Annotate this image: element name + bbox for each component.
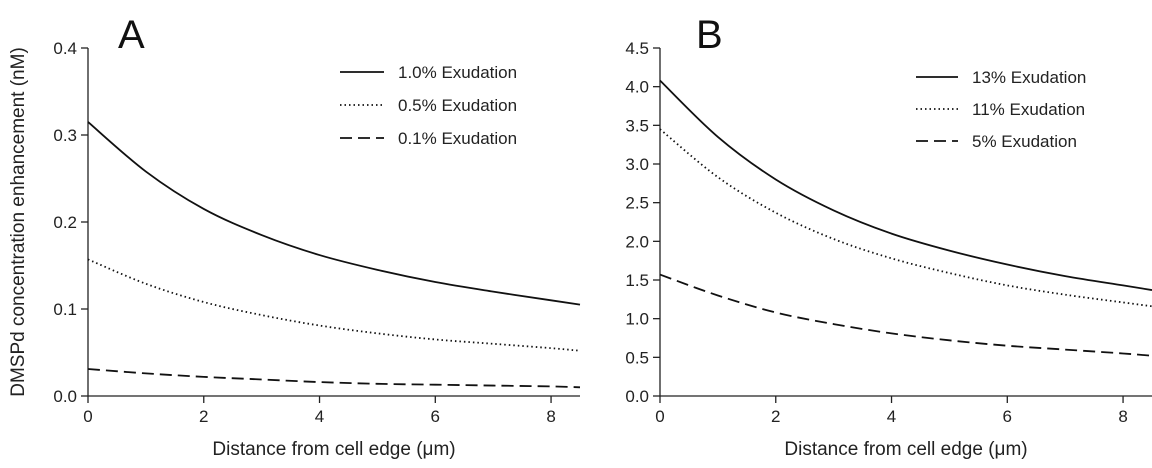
- panel-b-legend-label: 11% Exudation: [972, 100, 1085, 119]
- panel-a-y-axis-label: DMSPd concentration enhancement (nM): [8, 47, 29, 397]
- panel-b-y-tick-label: 1.5: [625, 271, 649, 290]
- panel-a-x-axis-label: Distance from cell edge (μm): [212, 439, 455, 460]
- panel-b-legend-label: 5% Exudation: [972, 132, 1077, 151]
- panel-b-y-tick-label: 2.5: [625, 194, 649, 213]
- panel-b-x-tick-label: 2: [771, 407, 780, 426]
- panel-b-y-tick-label: 3.5: [625, 116, 649, 135]
- panel-b-legend: 13% Exudation 11% Exudation 5% Exudation: [916, 68, 1086, 151]
- panel-a-series-line-dashed: [87, 368, 581, 389]
- panel-a-y-tick-label: 0.2: [53, 213, 77, 232]
- panel-b-ticks: 0 2 4 6 8 0.0 0.5 1.0 1.5 2.0 2.5 3.0 3.5 4.0 4.5: [625, 39, 1127, 426]
- panel-a-legend-label: 0.5% Exudation: [398, 96, 517, 115]
- panel-a-x-tick-label: 8: [546, 407, 555, 426]
- panel-a-series-line-solid: [87, 121, 581, 306]
- panel-a-letter: A: [118, 13, 145, 57]
- panel-b-legend-label: 13% Exudation: [972, 68, 1086, 87]
- panel-b-letter: B: [696, 13, 723, 57]
- panel-b-x-tick-label: 6: [1003, 407, 1012, 426]
- panel-b-x-tick-label: 0: [655, 407, 664, 426]
- panel-b-x-tick-label: 4: [887, 407, 896, 426]
- panel-b-y-tick-label: 2.0: [625, 232, 649, 251]
- panel-b-y-tick-label: 4.0: [625, 78, 649, 97]
- panel-a-legend: 1.0% Exudation 0.5% Exudation 0.1% Exudati…: [340, 63, 517, 148]
- panel-b-series-line-dashed: [659, 273, 1152, 357]
- panel-b-series: [659, 79, 1152, 357]
- panel-a-legend-label: 1.0% Exudation: [398, 63, 517, 82]
- panel-b-y-tick-label: 4.5: [625, 39, 649, 58]
- panel-a-x-tick-label: 6: [431, 407, 440, 426]
- panel-a-series: [87, 121, 581, 389]
- panel-a-y-tick-label: 0.1: [53, 300, 77, 319]
- panel-a-ticks: 0 2 4 6 8 0.0 0.1 0.2 0.3 0.4: [53, 39, 555, 426]
- panel-a-series-line-dotted: [87, 258, 581, 352]
- panel-b-x-tick-label: 8: [1118, 407, 1127, 426]
- panel-a-x-tick-label: 4: [315, 407, 324, 426]
- panel-b: B 0 2 4 6 8 0.0 0.5 1.0 1.5 2.0 2.5 3.0 3.5 4.0 4.5 13…: [625, 13, 1152, 460]
- panel-b-x-axis-label: Distance from cell edge (μm): [784, 439, 1027, 460]
- panel-b-y-tick-label: 3.0: [625, 155, 649, 174]
- panel-a-y-tick-label: 0.4: [53, 39, 77, 58]
- panel-a-x-tick-label: 2: [199, 407, 208, 426]
- panel-b-series-line-dotted: [659, 128, 1152, 308]
- panel-b-series-line-solid: [659, 79, 1152, 291]
- panel-a-legend-label: 0.1% Exudation: [398, 129, 517, 148]
- panel-a: A 0 2 4 6 8 0.0 0.1 0.2 0.3 0.4 1.0% Exudation 0.5…: [8, 13, 581, 460]
- panel-b-y-tick-label: 0.0: [625, 387, 649, 406]
- panel-b-y-tick-label: 0.5: [625, 348, 649, 367]
- panel-a-y-tick-label: 0.3: [53, 126, 77, 145]
- panel-b-y-tick-label: 1.0: [625, 310, 649, 329]
- panel-a-y-tick-label: 0.0: [53, 387, 77, 406]
- panel-a-x-tick-label: 0: [83, 407, 92, 426]
